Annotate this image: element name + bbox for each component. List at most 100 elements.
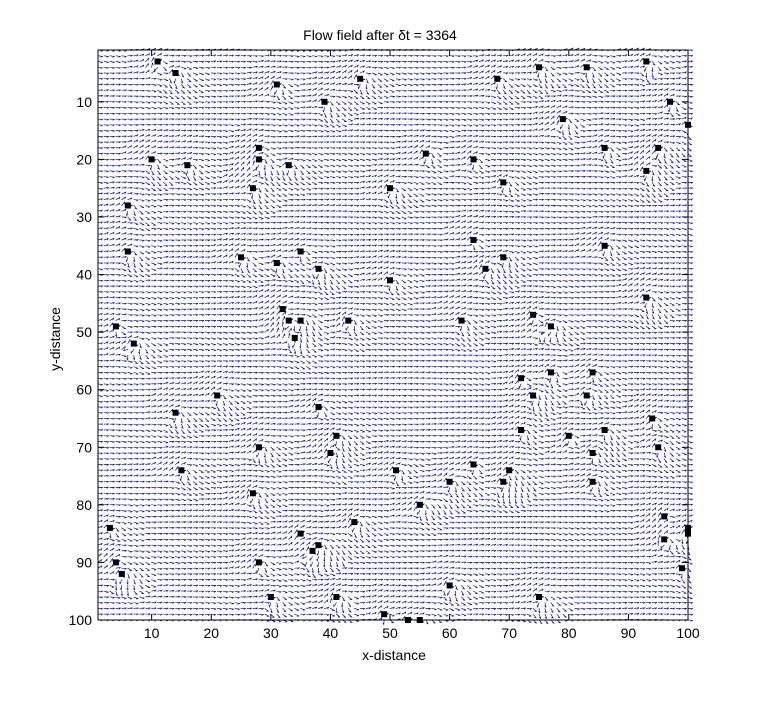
x-tick-label: 40 [323, 625, 339, 641]
obstacle-marker [273, 81, 280, 88]
obstacle-marker [297, 317, 304, 324]
obstacle-marker [643, 58, 650, 65]
obstacle-marker [285, 162, 292, 169]
obstacle-marker [470, 156, 477, 163]
obstacle-marker [112, 323, 119, 330]
obstacle-marker [172, 70, 179, 76]
obstacle-marker [249, 490, 256, 497]
obstacle-marker [643, 294, 650, 301]
obstacle-marker [601, 427, 608, 433]
obstacle-marker [297, 248, 304, 255]
obstacle-marker [559, 116, 566, 123]
obstacle-marker [381, 611, 388, 618]
x-tick-label: 10 [144, 625, 160, 641]
y-tick-label: 60 [76, 382, 92, 398]
obstacle-marker [172, 409, 179, 416]
chart-title: Flow field after δt = 3364 [303, 27, 457, 43]
obstacle-marker [279, 306, 286, 313]
obstacle-marker [124, 248, 131, 255]
obstacle-marker [309, 547, 316, 554]
obstacle-marker [583, 392, 590, 399]
obstacle-marker [536, 594, 542, 600]
obstacle-marker [315, 542, 322, 549]
obstacle-marker [589, 369, 596, 376]
obstacle-markers [106, 58, 691, 623]
y-axis-ticks: 10 20 30 40 50 60 70 80 90 100 [69, 94, 688, 628]
obstacle-marker [679, 565, 685, 572]
obstacle-marker [661, 536, 668, 543]
obstacle-marker [333, 594, 340, 600]
obstacle-marker [255, 156, 262, 163]
obstacle-marker [315, 265, 322, 272]
flow-arrows [97, 47, 693, 625]
obstacle-marker [565, 432, 572, 439]
obstacle-marker [470, 237, 477, 243]
obstacle-marker [267, 594, 274, 600]
obstacle-marker [536, 64, 542, 71]
obstacle-marker [255, 144, 262, 151]
obstacle-marker [327, 450, 334, 456]
obstacle-marker [518, 375, 525, 382]
obstacle-marker [178, 467, 185, 474]
obstacle-marker [649, 415, 656, 422]
obstacle-marker [351, 519, 358, 526]
obstacle-marker [249, 185, 256, 192]
obstacle-marker [184, 162, 191, 169]
x-tick-label: 30 [263, 625, 279, 641]
obstacle-marker [387, 277, 393, 284]
obstacle-marker [518, 427, 525, 433]
obstacle-marker [422, 150, 429, 157]
obstacle-marker [285, 317, 292, 324]
y-tick-label: 70 [76, 439, 92, 455]
obstacle-marker [530, 311, 537, 318]
obstacle-marker [482, 265, 489, 272]
x-tick-label: 80 [561, 625, 577, 641]
obstacle-marker [416, 501, 423, 508]
obstacle-marker [494, 75, 501, 82]
x-tick-label: 50 [382, 625, 398, 641]
obstacle-marker [643, 167, 650, 174]
obstacle-marker [589, 450, 596, 456]
plot-area-frame [97, 49, 689, 621]
y-tick-label: 90 [76, 554, 92, 570]
x-tick-label: 20 [203, 625, 219, 641]
obstacle-marker [661, 513, 668, 520]
vector-field [97, 47, 693, 625]
obstacle-marker [601, 144, 608, 151]
x-tick-label: 70 [501, 625, 517, 641]
obstacle-marker [214, 392, 221, 399]
x-tick-label: 100 [676, 625, 700, 641]
obstacle-marker [506, 467, 513, 474]
obstacle-marker [500, 478, 507, 485]
obstacle-marker [500, 254, 507, 261]
obstacle-marker [446, 478, 453, 485]
y-tick-label: 50 [76, 324, 92, 340]
x-tick-label: 90 [621, 625, 637, 641]
obstacle-marker [530, 392, 537, 399]
obstacle-marker [589, 478, 596, 485]
obstacle-marker [547, 323, 554, 330]
obstacle-marker [321, 98, 328, 105]
obstacle-marker [315, 404, 322, 410]
obstacle-marker [297, 530, 304, 537]
x-axis-ticks: 10 20 30 40 50 60 70 80 90 100 [144, 50, 700, 641]
obstacle-marker [387, 185, 393, 192]
y-tick-label: 80 [76, 497, 92, 513]
obstacle-marker [470, 461, 477, 468]
obstacle-marker [357, 75, 364, 82]
obstacle-marker [458, 317, 465, 324]
obstacle-marker [655, 144, 662, 151]
obstacle-marker [255, 559, 262, 566]
obstacle-marker [154, 58, 161, 65]
y-tick-label: 10 [76, 94, 92, 110]
y-axis-label: y-distance [47, 307, 63, 371]
obstacle-marker [291, 334, 298, 341]
obstacle-marker [148, 156, 155, 163]
obstacle-marker [124, 202, 131, 209]
obstacle-marker [130, 340, 137, 347]
x-tick-label: 60 [442, 625, 458, 641]
y-tick-label: 100 [69, 612, 93, 628]
obstacle-marker [655, 444, 662, 451]
